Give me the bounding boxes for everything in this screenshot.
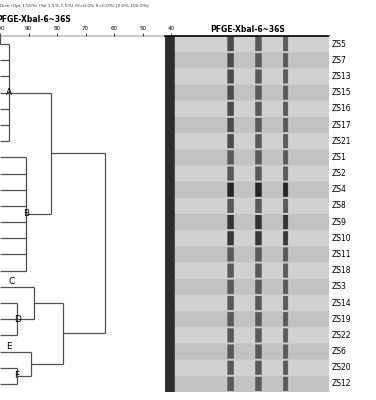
Text: ZS13: ZS13 xyxy=(331,72,351,81)
Text: PFGE-Xbal-6~36S: PFGE-Xbal-6~36S xyxy=(0,15,71,24)
Text: ZS11: ZS11 xyxy=(331,250,351,259)
Title: PFGE-Xbal-6~36S: PFGE-Xbal-6~36S xyxy=(210,25,285,34)
Text: ZS16: ZS16 xyxy=(331,104,351,113)
Text: A: A xyxy=(6,88,12,97)
Text: E: E xyxy=(6,342,12,351)
Text: B: B xyxy=(23,210,29,218)
Text: ZS10: ZS10 xyxy=(331,234,351,243)
Text: D: D xyxy=(15,315,21,324)
Text: ZS4: ZS4 xyxy=(331,185,346,194)
Text: ZS8: ZS8 xyxy=(331,202,346,210)
Text: ZS9: ZS9 xyxy=(331,218,346,226)
Text: ZS21: ZS21 xyxy=(331,137,351,146)
Text: C: C xyxy=(9,278,15,286)
Text: ZS5: ZS5 xyxy=(331,40,346,48)
Text: ZS14: ZS14 xyxy=(331,298,351,308)
Text: ZS12: ZS12 xyxy=(331,380,351,388)
Text: ZS6: ZS6 xyxy=(331,347,346,356)
Text: ZS3: ZS3 xyxy=(331,282,346,291)
Text: ZS1: ZS1 xyxy=(331,153,346,162)
Text: ZS7: ZS7 xyxy=(331,56,346,65)
Text: ZS17: ZS17 xyxy=(331,120,351,130)
Text: ZS18: ZS18 xyxy=(331,266,351,275)
Text: ZS15: ZS15 xyxy=(331,88,351,97)
Text: ZS20: ZS20 xyxy=(331,363,351,372)
Text: F: F xyxy=(15,371,20,380)
Text: Dice (Opt 1.50%) (Tol 1.5%-1.5%) (H>0.0% S>0.0%) [0.0%-100.0%]: Dice (Opt 1.50%) (Tol 1.5%-1.5%) (H>0.0%… xyxy=(0,4,149,8)
Text: ZS19: ZS19 xyxy=(331,315,351,324)
Text: ZS22: ZS22 xyxy=(331,331,351,340)
Text: ZS2: ZS2 xyxy=(331,169,346,178)
